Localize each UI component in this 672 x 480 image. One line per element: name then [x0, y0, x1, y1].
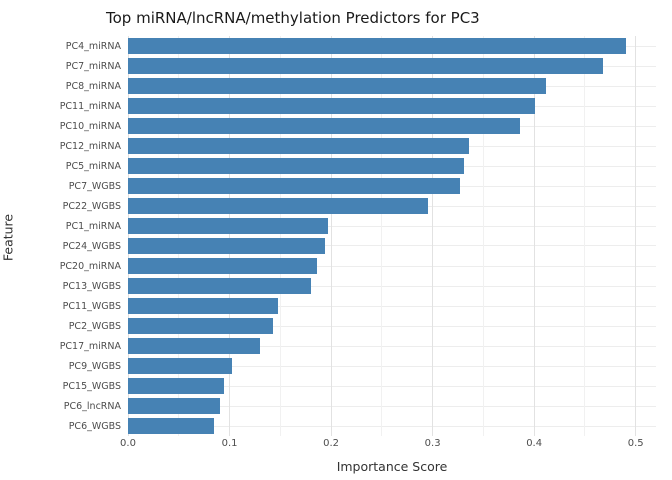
- h-gridline: [128, 225, 656, 227]
- bar-row: [128, 316, 656, 336]
- v-gridline-major: [533, 36, 535, 436]
- bar-PC15_WGBS: [128, 377, 225, 395]
- y-tick-label: PC12_miRNA: [59, 140, 121, 152]
- y-tick-label: PC22_WGBS: [62, 200, 121, 212]
- bar-row: [128, 196, 656, 216]
- v-gridline-major: [432, 36, 434, 436]
- v-gridline-minor: [279, 36, 281, 436]
- bar-PC13_WGBS: [128, 277, 311, 295]
- y-tick-label: PC11_miRNA: [59, 100, 121, 112]
- bar-row: [128, 116, 656, 136]
- chart-title: Top miRNA/lncRNA/methylation Predictors …: [106, 9, 480, 27]
- bar-PC8_miRNA: [128, 77, 547, 95]
- y-tick-label: PC13_WGBS: [62, 280, 121, 292]
- bar-row: [128, 136, 656, 156]
- y-tick-label: PC9_WGBS: [68, 360, 121, 372]
- x-axis-label: Importance Score: [336, 459, 448, 474]
- bar-row: [128, 76, 656, 96]
- y-tick-label: PC8_miRNA: [65, 80, 121, 92]
- x-tick-label: 0.1: [221, 438, 238, 449]
- y-tick-label: PC6_lncRNA: [63, 400, 121, 412]
- x-tick-label: 0.3: [424, 438, 441, 449]
- h-gridline: [128, 265, 656, 267]
- v-gridline-major: [635, 36, 637, 436]
- v-gridline-minor: [178, 36, 180, 436]
- bar-row: [128, 276, 656, 296]
- y-tick-label: PC17_miRNA: [59, 340, 121, 352]
- bar-PC12_miRNA: [128, 137, 470, 155]
- bar-PC20_miRNA: [128, 257, 317, 275]
- bars-container: [128, 36, 656, 436]
- chart-panel: [127, 36, 656, 436]
- bar-row: [128, 356, 656, 376]
- y-tick-label: PC4_miRNA: [65, 40, 121, 52]
- y-tick-label: PC7_miRNA: [65, 60, 121, 72]
- h-gridline: [128, 405, 656, 407]
- h-gridline: [128, 425, 656, 427]
- bar-PC9_WGBS: [128, 357, 232, 375]
- bar-row: [128, 236, 656, 256]
- bar-PC5_miRNA: [128, 157, 465, 175]
- bar-PC2_WGBS: [128, 317, 274, 335]
- x-tick-label: 0.2: [323, 438, 340, 449]
- v-gridline-major: [330, 36, 332, 436]
- h-gridline: [128, 325, 656, 327]
- x-axis-tick-labels: 0.0 0.1 0.2 0.3 0.4 0.5: [120, 438, 656, 452]
- bar-PC22_WGBS: [128, 197, 428, 215]
- h-gridline: [128, 285, 656, 287]
- bar-row: [128, 96, 656, 116]
- x-tick-label: 0.5: [627, 438, 644, 449]
- y-axis-tick-labels: PC4_miRNA PC7_miRNA PC8_miRNA PC11_miRNA PC1…: [26, 36, 128, 436]
- bar-PC6_WGBS: [128, 417, 215, 435]
- y-tick-label: PC1_miRNA: [65, 220, 121, 232]
- bar-PC7_miRNA: [128, 57, 604, 75]
- bar-row: [128, 176, 656, 196]
- bar-PC6_lncRNA: [128, 397, 221, 415]
- y-tick-label: PC20_miRNA: [59, 260, 121, 272]
- h-gridline: [128, 245, 656, 247]
- y-tick-label: PC11_WGBS: [62, 300, 121, 312]
- bar-row: [128, 296, 656, 316]
- v-gridline-minor: [381, 36, 383, 436]
- x-tick-label: 0.0: [120, 438, 136, 449]
- y-axis-label: Feature: [0, 213, 16, 262]
- y-tick-label: PC24_WGBS: [62, 240, 121, 252]
- v-gridline-major: [229, 36, 231, 436]
- plot-area: PC4_miRNA PC7_miRNA PC8_miRNA PC11_miRNA PC1…: [26, 36, 656, 436]
- bar-PC1_miRNA: [128, 217, 329, 235]
- h-gridline: [128, 385, 656, 387]
- v-gridline-major: [127, 36, 129, 436]
- x-tick-label: 0.4: [526, 438, 543, 449]
- bar-PC11_WGBS: [128, 297, 279, 315]
- y-tick-label: PC7_WGBS: [68, 180, 121, 192]
- bar-PC17_miRNA: [128, 337, 260, 355]
- y-tick-label: PC15_WGBS: [62, 380, 121, 392]
- h-gridline: [128, 365, 656, 367]
- v-gridline-minor: [482, 36, 484, 436]
- bar-row: [128, 396, 656, 416]
- h-gridline: [128, 305, 656, 307]
- bar-PC24_WGBS: [128, 237, 325, 255]
- bar-row: [128, 336, 656, 356]
- v-gridline-minor: [584, 36, 586, 436]
- bar-row: [128, 56, 656, 76]
- bar-row: [128, 156, 656, 176]
- bar-row: [128, 416, 656, 436]
- bar-row: [128, 376, 656, 396]
- bar-row: [128, 216, 656, 236]
- bar-row: [128, 36, 656, 56]
- h-gridline: [128, 345, 656, 347]
- bar-PC4_miRNA: [128, 37, 626, 55]
- bar-PC7_WGBS: [128, 177, 461, 195]
- y-tick-label: PC5_miRNA: [65, 160, 121, 172]
- y-tick-label: PC6_WGBS: [68, 420, 121, 432]
- y-tick-label: PC10_miRNA: [59, 120, 121, 132]
- y-tick-label: PC2_WGBS: [68, 320, 121, 332]
- bar-row: [128, 256, 656, 276]
- bar-PC11_miRNA: [128, 97, 536, 115]
- bar-PC10_miRNA: [128, 117, 520, 135]
